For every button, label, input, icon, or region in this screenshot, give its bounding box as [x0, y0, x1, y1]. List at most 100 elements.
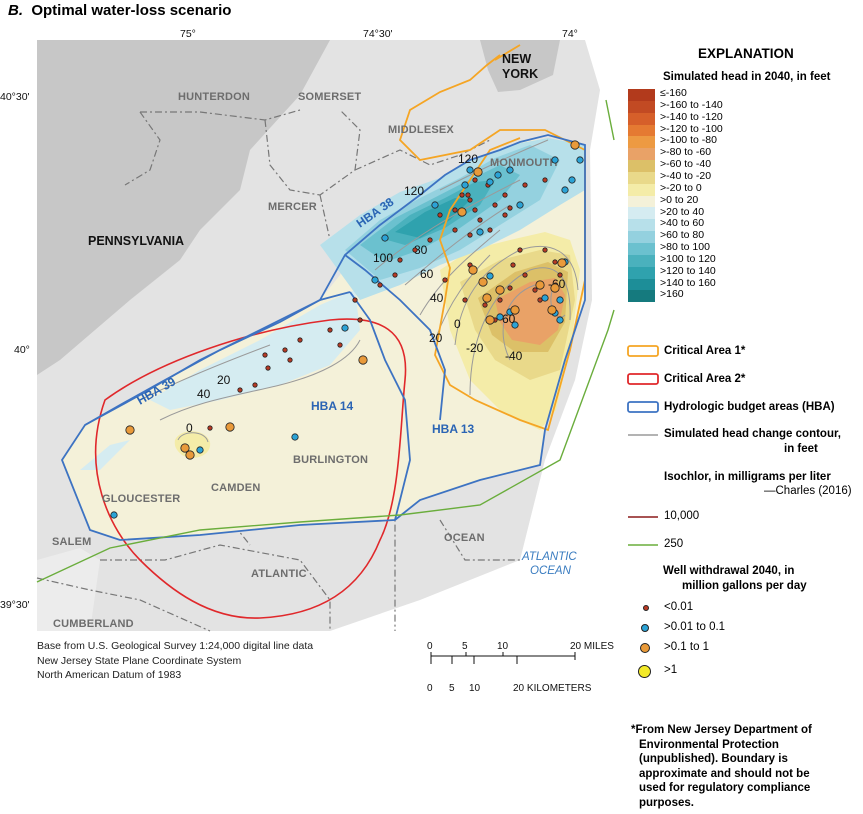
footnote-line: purposes. [639, 796, 694, 809]
head-class-label: >-120 to -100 [660, 122, 723, 135]
footnote: *From New Jersey Department of Environme… [631, 723, 812, 810]
well-point [282, 347, 288, 353]
scale-km-0: 0 [427, 683, 433, 694]
well-point [556, 316, 564, 324]
legend-critical-2: Critical Area 2* [664, 373, 746, 385]
county-middlesex: MIDDLESEX [388, 124, 454, 136]
well-point [516, 201, 524, 209]
well-point [185, 450, 195, 460]
head-class-label: >80 to 100 [660, 241, 710, 254]
contour-label: 20 [429, 331, 443, 345]
hba-14-label: HBA 14 [311, 399, 354, 413]
well-point [297, 337, 303, 343]
well-point [557, 272, 563, 278]
well-point [486, 178, 494, 186]
contour-label: 0 [186, 421, 193, 435]
well-point [466, 166, 474, 174]
well-point [262, 352, 268, 358]
label-pennsylvania: PENNSYLVANIA [88, 234, 184, 248]
well-point [494, 171, 502, 179]
well-point [492, 202, 498, 208]
footnote-line: *From New Jersey Department of [631, 724, 812, 736]
legend-wells-title: Well withdrawal 2040, in [663, 565, 795, 577]
well-point [568, 176, 576, 184]
well-point [541, 294, 549, 302]
head-class-swatch [628, 124, 655, 137]
county-monmouth: MONMOUTH [490, 157, 558, 169]
well-point [381, 234, 389, 242]
well-point [510, 262, 516, 268]
legend-isochlor-swatches [628, 516, 658, 546]
legend-isochlor-250: 250 [664, 538, 684, 550]
scale-mi-0: 0 [427, 641, 433, 652]
well-point [412, 247, 418, 253]
critical-area-2-boundary [94, 318, 407, 619]
well-point [431, 201, 439, 209]
well-point [465, 192, 471, 198]
hba-boundaries [60, 134, 586, 541]
well-swatch-large [640, 643, 650, 653]
well-point [352, 297, 358, 303]
ocean-label-2: OCEAN [530, 565, 572, 577]
head-surface [62, 138, 585, 540]
county-hunterdon: HUNTERDON [178, 91, 250, 103]
head-class-swatch [628, 89, 655, 101]
head-color-ramp [628, 89, 655, 303]
well-point [550, 283, 560, 293]
well-point [265, 365, 271, 371]
head-class-swatch [628, 254, 655, 267]
well-point [196, 446, 204, 454]
county-somerset: SOMERSET [298, 91, 361, 103]
footnote-line: used for regulatory compliance [639, 782, 811, 794]
well-point [467, 232, 473, 238]
head-class-label: >0 to 20 [660, 193, 699, 206]
well-point [482, 293, 492, 303]
label-york: YORK [502, 67, 538, 81]
head-class-swatch [628, 112, 655, 125]
head-class-label: >-80 to -60 [660, 146, 712, 159]
well-point [497, 297, 503, 303]
well-point [502, 212, 508, 218]
well-point [487, 227, 493, 233]
head-class-swatch [628, 148, 655, 161]
well-point [472, 177, 478, 183]
contour-label: 120 [404, 184, 424, 198]
county-gloucester: GLOUCESTER [102, 493, 180, 505]
contour-label: -40 [505, 349, 523, 363]
well-point [556, 296, 564, 304]
legend-isochlor-title: Isochlor, in milligrams per liter [664, 471, 831, 483]
head-class-label: >100 to 120 [660, 252, 716, 265]
well-point [477, 217, 483, 223]
legend-well-1: <0.01 [664, 601, 694, 613]
legend-head-title: Simulated head in 2040, in feet [663, 71, 831, 83]
well-point [542, 247, 548, 253]
scale-mi-10: 10 [497, 641, 509, 652]
footnote-line: approximate and should not be [639, 767, 810, 780]
well-point [327, 327, 333, 333]
footnote-line: Environmental Protection [639, 738, 779, 751]
credit-line: Base from U.S. Geological Survey 1:24,00… [37, 640, 314, 652]
head-class-label: >140 to 160 [660, 276, 716, 289]
county-burlington: BURLINGTON [293, 454, 368, 466]
well-point [507, 285, 513, 291]
new-york-area [480, 40, 560, 92]
well-point [452, 207, 458, 213]
well-point [207, 425, 213, 431]
critical-area-1-boundary [398, 44, 586, 432]
hba-13-label: HBA 13 [432, 422, 475, 436]
legend-wells-units: million gallons per day [682, 580, 807, 592]
well-point [468, 265, 478, 275]
head-class-label: >20 to 40 [660, 205, 705, 218]
head-class-swatch [628, 100, 655, 113]
figure-title-text: Optimal water-loss scenario [31, 2, 232, 19]
legend-hba: Hydrologic budget areas (HBA) [664, 401, 835, 413]
contour-label: 120 [458, 152, 478, 166]
contour-label: 20 [217, 373, 231, 387]
hba-swatch [627, 401, 659, 413]
county-salem: SALEM [52, 536, 92, 548]
well-point [535, 280, 545, 290]
well-point [180, 443, 190, 453]
well-point [485, 315, 495, 325]
head-class-label: >-40 to -20 [660, 169, 712, 182]
legend-well-4: >1 [664, 664, 678, 676]
